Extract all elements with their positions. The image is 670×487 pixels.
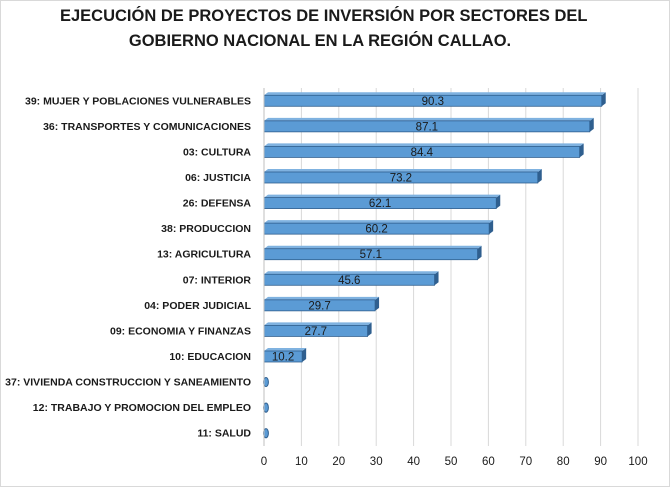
x-tick-label: 10 [295,456,308,468]
bar-side [477,245,482,260]
x-tick-label: 80 [557,456,570,468]
x-tick-label: 50 [445,456,458,468]
chart-title-line-2: GOBIERNO NACIONAL EN LA REGIÓN CALLAO. [128,32,512,50]
category-label: 10: EDUCACION [169,351,251,363]
x-tick-label: 70 [519,456,532,468]
bar-top [264,245,482,249]
bar-side [579,143,584,158]
bar-top [264,271,439,275]
x-tick-label: 60 [482,456,495,468]
category-label: 09: ECONOMIA Y FINANZAS [110,325,251,337]
chart-title-line-1: EJECUCIÓN DE PROYECTOS DE INVERSIÓN POR … [60,7,588,25]
category-label: 13: AGRICULTURA [157,249,251,261]
bar-top [264,169,542,172]
bar-top [264,143,584,147]
data-label: 29.7 [308,300,330,312]
bar-top [264,348,307,351]
bar-side [589,117,594,132]
bar-top [264,194,501,198]
bar-side [537,169,542,183]
x-tick-label: 90 [594,456,607,468]
bar-side [434,271,439,286]
bar-top [264,296,380,300]
category-label: 07: INTERIOR [183,274,252,286]
category-label: 03: CULTURA [183,146,251,158]
bar-side [375,296,380,311]
bar-side [601,92,606,107]
bar-top [264,220,494,224]
bar-top [264,92,606,96]
x-tick-label: 40 [407,456,420,468]
category-label: 11: SALUD [197,428,251,440]
bar-side [367,322,372,337]
data-label: 62.1 [369,198,391,210]
bar-top [264,117,594,121]
category-label: 39: MUJER Y POBLACIONES VULNERABLES [25,95,251,107]
data-label: 90.3 [422,96,444,108]
category-label: 12: TRABAJO Y PROMOCION DEL EMPLEO [33,402,251,414]
x-tick-label: 0 [261,456,267,468]
bar-top [264,322,372,326]
data-label: 87.1 [416,121,438,133]
data-label: 10.2 [272,352,294,364]
x-tick-label: 100 [628,456,647,468]
category-label: 36: TRANSPORTES Y COMUNICACIONES [43,121,251,133]
data-label: 57.1 [360,249,382,261]
data-label: 84.4 [411,147,434,159]
chart-title: EJECUCIÓN DE PROYECTOS DE INVERSIÓN POR … [60,4,588,54]
category-label: 06: JUSTICIA [185,172,251,184]
data-label: 73.2 [390,173,412,185]
category-label: 04: PODER JUDICIAL [144,300,251,312]
x-tick-label: 30 [370,456,383,468]
bar-side [496,194,501,209]
data-label: 60.2 [365,224,387,236]
category-label: 37: VIVIENDA CONSTRUCCION Y SANEAMIENTO [5,377,251,389]
bar-side [302,348,307,362]
x-tick-label: 20 [332,456,345,468]
bar-side [489,220,494,235]
data-label: 27.7 [305,326,327,338]
category-label: 26: DEFENSA [183,198,252,210]
category-label: 38: PRODUCCION [161,223,251,235]
data-label: 45.6 [338,275,360,287]
